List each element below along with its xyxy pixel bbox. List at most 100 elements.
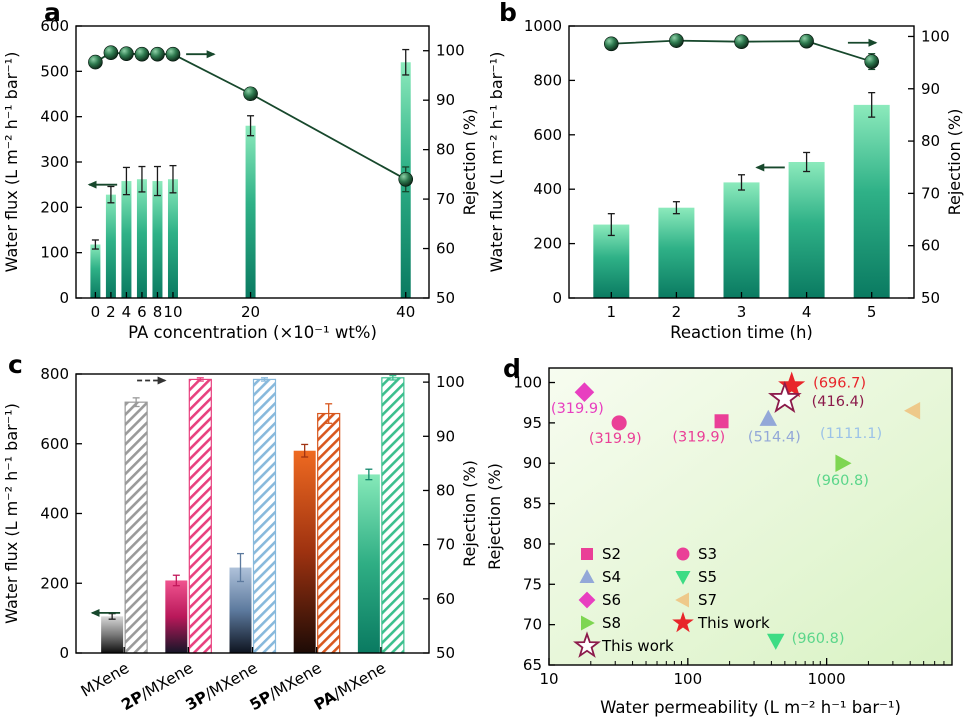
- svg-text:500: 500: [40, 62, 69, 80]
- svg-text:600: 600: [533, 126, 562, 144]
- svg-text:20: 20: [241, 303, 260, 321]
- svg-text:100: 100: [436, 42, 465, 60]
- svg-text:1000: 1000: [524, 17, 562, 35]
- svg-text:5: 5: [867, 303, 877, 321]
- svg-text:(319.9): (319.9): [589, 431, 642, 447]
- svg-text:95: 95: [523, 414, 542, 432]
- svg-text:(319.9): (319.9): [551, 401, 604, 417]
- svg-text:70: 70: [921, 184, 940, 202]
- svg-text:PA concentration (×10⁻¹ wt%): PA concentration (×10⁻¹ wt%): [128, 323, 377, 342]
- svg-text:0: 0: [59, 289, 69, 307]
- svg-text:3: 3: [737, 303, 747, 321]
- svg-text:This work: This work: [601, 637, 674, 655]
- svg-text:90: 90: [436, 427, 455, 445]
- svg-text:10: 10: [163, 303, 182, 321]
- svg-text:Water flux (L m⁻² h⁻¹ bar⁻¹): Water flux (L m⁻² h⁻¹ bar⁻¹): [2, 52, 21, 273]
- svg-text:(960.8): (960.8): [792, 631, 845, 647]
- svg-text:600: 600: [40, 17, 69, 35]
- svg-text:70: 70: [436, 536, 455, 554]
- svg-text:800: 800: [40, 365, 69, 383]
- svg-text:200: 200: [40, 198, 69, 216]
- svg-text:Rejection (%): Rejection (%): [460, 460, 479, 567]
- svg-text:0: 0: [59, 644, 69, 662]
- svg-text:200: 200: [533, 235, 562, 253]
- svg-text:4: 4: [122, 303, 132, 321]
- svg-text:2P/MXene: 2P/MXene: [118, 659, 196, 714]
- svg-text:800: 800: [533, 71, 562, 89]
- svg-text:75: 75: [523, 575, 542, 593]
- svg-text:6: 6: [137, 303, 147, 321]
- svg-text:0: 0: [552, 289, 562, 307]
- panel-c: c MXene 2P/MXene 3P/MXene 5P/MXene PA/MXene 0…: [0, 350, 485, 725]
- svg-text:70: 70: [436, 190, 455, 208]
- svg-text:90: 90: [921, 80, 940, 98]
- svg-text:300: 300: [40, 153, 69, 171]
- svg-text:Rejection (%): Rejection (%): [945, 109, 964, 216]
- svg-text:100: 100: [673, 670, 702, 688]
- svg-text:0: 0: [91, 303, 101, 321]
- svg-text:Rejection (%): Rejection (%): [460, 109, 479, 216]
- svg-text:50: 50: [921, 289, 940, 307]
- svg-text:3P/MXene: 3P/MXene: [183, 659, 261, 714]
- svg-text:80: 80: [921, 132, 940, 150]
- svg-text:S8: S8: [602, 614, 621, 632]
- svg-text:Water permeability (L m⁻² h⁻¹: Water permeability (L m⁻² h⁻¹ bar⁻¹): [600, 698, 901, 717]
- svg-text:1000: 1000: [808, 670, 846, 688]
- svg-text:8: 8: [153, 303, 163, 321]
- svg-text:S6: S6: [602, 591, 621, 609]
- svg-text:2: 2: [672, 303, 682, 321]
- svg-text:90: 90: [436, 91, 455, 109]
- svg-text:5P/MXene: 5P/MXene: [247, 659, 325, 714]
- svg-text:80: 80: [436, 481, 455, 499]
- svg-text:60: 60: [436, 590, 455, 608]
- svg-text:This work: This work: [697, 614, 770, 632]
- svg-text:(1111.1): (1111.1): [820, 426, 882, 442]
- svg-text:(696.7): (696.7): [813, 375, 866, 391]
- svg-text:50: 50: [436, 289, 455, 307]
- svg-text:Water flux (L m⁻² h⁻¹ bar⁻¹): Water flux (L m⁻² h⁻¹ bar⁻¹): [2, 403, 21, 624]
- svg-text:400: 400: [533, 180, 562, 198]
- svg-text:100: 100: [513, 374, 542, 392]
- svg-text:4: 4: [802, 303, 812, 321]
- svg-text:S3: S3: [698, 545, 717, 563]
- svg-text:90: 90: [523, 454, 542, 472]
- svg-text:Water flux (L m⁻² h⁻¹ bar⁻¹): Water flux (L m⁻² h⁻¹ bar⁻¹): [487, 52, 506, 273]
- svg-text:S2: S2: [602, 545, 621, 563]
- svg-text:70: 70: [523, 616, 542, 634]
- svg-text:400: 400: [40, 505, 69, 523]
- svg-text:100: 100: [436, 373, 465, 391]
- chart-c-membrane-comparison-bars: MXene2P/MXene3P/MXene5P/MXenePA/MXene020…: [2, 365, 479, 714]
- svg-text:80: 80: [436, 141, 455, 159]
- panel-letter-d: d: [503, 354, 521, 383]
- svg-text:200: 200: [40, 574, 69, 592]
- svg-text:S4: S4: [602, 568, 621, 586]
- chart-b-flux-vs-reaction-time: 0 200 400 600 800 1000 50 60 70 80 90 100 1 2 3 4 5 React…: [487, 17, 964, 342]
- svg-text:100: 100: [921, 27, 950, 45]
- panel-a: a 0 100 200 300 400 500 600 50 60 70 80 90 100 0 2 4 6 8 1…: [0, 0, 485, 350]
- panel-letter-c: c: [8, 350, 23, 379]
- svg-text:80: 80: [523, 535, 542, 553]
- svg-text:(514.4): (514.4): [748, 429, 801, 445]
- chart-d-rejection-vs-permeability-scatter: 65 70 75 80 85 90 95 100 10 100 1000 (319.9) (319.9)…: [485, 367, 953, 717]
- svg-text:PA/MXene: PA/MXene: [311, 659, 389, 714]
- panel-b: b 0 200 400 600 800 1000 50 60 70 80 90 100 1 2 3 4 5 Rea…: [485, 0, 970, 350]
- svg-text:60: 60: [436, 240, 455, 258]
- svg-text:(960.8): (960.8): [816, 473, 869, 489]
- svg-text:50: 50: [436, 644, 455, 662]
- svg-text:10: 10: [539, 670, 558, 688]
- panel-d: d 65 70 75 80 85 90 95 100 10 100 1000 (319.9) (319.…: [485, 350, 970, 725]
- svg-text:100: 100: [40, 244, 69, 262]
- svg-text:2: 2: [106, 303, 116, 321]
- panel-letter-b: b: [499, 0, 517, 27]
- svg-text:S5: S5: [698, 568, 717, 586]
- svg-text:40: 40: [396, 303, 415, 321]
- svg-text:400: 400: [40, 108, 69, 126]
- svg-text:Reaction time (h): Reaction time (h): [670, 323, 813, 342]
- svg-text:(319.9): (319.9): [672, 429, 725, 445]
- svg-text:60: 60: [921, 237, 940, 255]
- svg-text:600: 600: [40, 435, 69, 453]
- svg-text:S7: S7: [698, 591, 717, 609]
- svg-text:1: 1: [607, 303, 617, 321]
